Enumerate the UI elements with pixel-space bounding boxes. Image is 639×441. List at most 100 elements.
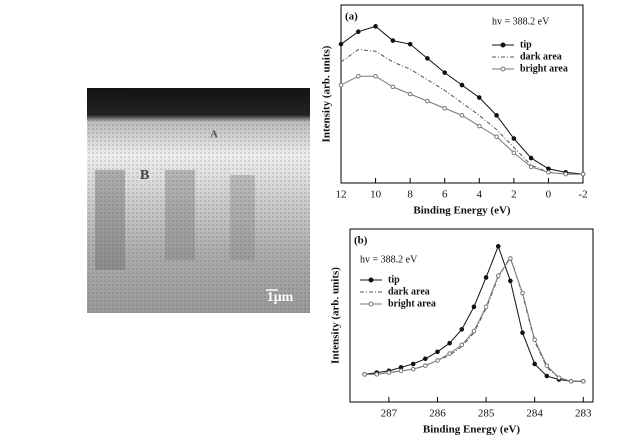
y-axis-label: Intensity (arb. units) <box>321 45 333 142</box>
panel-label: (a) <box>345 11 358 23</box>
data-point <box>447 351 452 356</box>
data-point <box>447 340 452 346</box>
data-point <box>459 327 465 332</box>
data-point <box>442 70 448 75</box>
data-point <box>355 73 361 79</box>
data-point <box>374 372 380 377</box>
data-point <box>355 29 361 35</box>
data-point <box>556 375 562 381</box>
data-point <box>508 256 513 261</box>
data-point <box>494 134 499 140</box>
x-tick-label: -2 <box>578 189 587 201</box>
data-point <box>459 113 465 118</box>
data-point <box>544 363 550 368</box>
data-point <box>476 95 482 100</box>
scale-bar: 1μm <box>267 290 294 305</box>
legend-marker <box>368 301 374 307</box>
data-point <box>386 370 392 375</box>
x-tick-label: 4 <box>477 189 483 201</box>
legend-label: bright area <box>388 298 436 309</box>
x-tick-label: 283 <box>575 408 592 420</box>
data-point <box>495 244 501 249</box>
plot-frame <box>349 228 594 403</box>
image-label: A <box>210 129 218 141</box>
data-point <box>544 373 550 379</box>
data-point <box>423 356 428 362</box>
data-point <box>508 278 513 284</box>
x-tick-label: 10 <box>370 189 382 201</box>
micrograph: A B 1μm <box>87 88 310 313</box>
series-line <box>340 25 584 175</box>
data-point <box>425 98 430 104</box>
data-point <box>532 337 537 343</box>
legend-label: dark area <box>388 286 430 297</box>
data-point <box>528 155 534 161</box>
legend-marker <box>368 277 374 283</box>
series-line <box>340 48 583 175</box>
image-label: B <box>140 168 149 183</box>
data-point <box>338 41 344 47</box>
series-line <box>364 244 584 382</box>
data-point <box>390 38 396 43</box>
data-point <box>546 166 551 172</box>
data-point <box>520 290 525 296</box>
x-tick-label: 287 <box>381 408 398 420</box>
data-point <box>435 349 440 355</box>
data-point <box>563 171 569 177</box>
data-point <box>373 73 378 79</box>
data-point <box>511 136 517 141</box>
data-point <box>483 275 489 280</box>
data-point <box>459 342 465 348</box>
data-point <box>471 304 477 310</box>
legend-label: tip <box>388 274 400 285</box>
data-point <box>423 363 428 368</box>
data-point <box>546 170 551 175</box>
x-tick-label: 285 <box>478 408 495 420</box>
x-tick-label: 6 <box>442 189 448 201</box>
legend-label: tip <box>520 39 532 50</box>
data-point <box>476 123 482 129</box>
data-point <box>568 378 574 384</box>
data-point <box>495 273 501 279</box>
data-point <box>398 368 404 374</box>
data-point <box>407 41 413 47</box>
data-point <box>580 378 586 384</box>
data-point <box>362 372 367 377</box>
data-point <box>390 84 396 90</box>
data-point <box>520 330 525 336</box>
data-point <box>407 91 413 97</box>
annotation: hv = 388.2 eV <box>492 16 550 27</box>
data-point <box>410 361 416 367</box>
data-point <box>373 24 378 29</box>
series-line <box>340 75 583 175</box>
panel-label: (b) <box>354 235 368 247</box>
plot-frame <box>340 4 584 184</box>
x-tick-label: 2 <box>511 189 517 201</box>
data-point <box>532 361 537 367</box>
legend-marker <box>500 66 506 72</box>
x-tick-label: 286 <box>429 408 446 420</box>
data-point <box>494 113 499 118</box>
legend-label: dark area <box>520 51 562 62</box>
data-point <box>483 304 489 310</box>
x-tick-label: 284 <box>526 408 543 420</box>
annotation: hv = 388.2 eV <box>360 254 418 265</box>
data-point <box>410 366 416 372</box>
data-point <box>459 82 465 88</box>
x-tick-label: 8 <box>407 189 413 201</box>
data-point <box>338 82 344 88</box>
data-point <box>471 328 477 334</box>
x-axis-label: Binding Energy (eV) <box>413 205 511 217</box>
y-axis-label: Intensity (arb. units) <box>330 267 342 364</box>
legend-label: bright area <box>520 63 568 74</box>
data-point <box>580 171 586 177</box>
x-tick-label: 12 <box>336 189 347 201</box>
x-axis-label: Binding Energy (eV) <box>423 424 521 436</box>
legend-marker <box>500 42 506 48</box>
data-point <box>442 105 448 111</box>
data-point <box>511 150 517 156</box>
data-point <box>425 56 430 61</box>
data-point <box>435 358 440 363</box>
data-point <box>528 164 534 170</box>
